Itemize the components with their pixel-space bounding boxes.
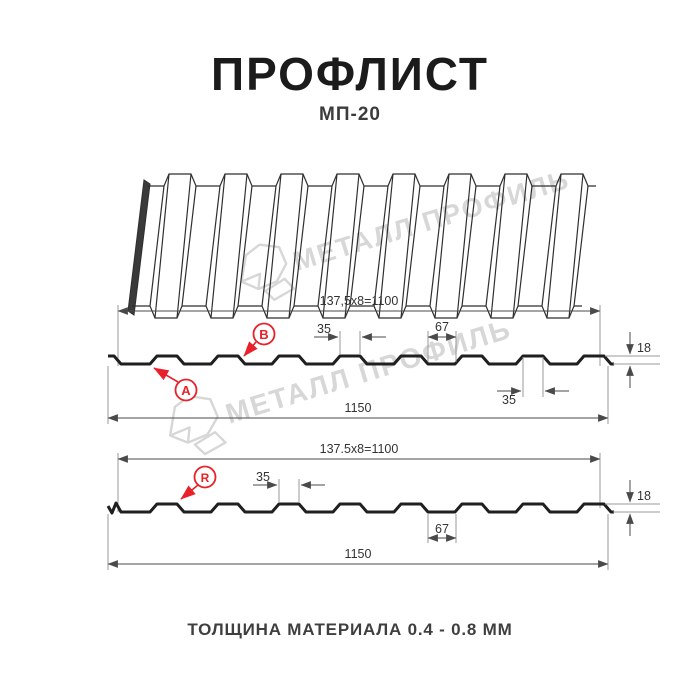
dim-rib-top-width-bottom: 35 [502,393,516,407]
page-title: ПРОФЛИСТ [211,48,489,100]
sheet-rib-ridges [149,173,589,319]
dim-valley-width: 67 [435,522,449,536]
sheet-far-edge [148,173,596,187]
dim-height: 18 [637,489,651,503]
dim-valley-width: 67 [435,320,449,334]
sheet-edge-cap [127,179,151,316]
label-side-r: R [201,471,210,485]
dim-height: 18 [637,341,651,355]
dim-rib-top-width: 35 [256,470,270,484]
brand-logo-icon [240,243,296,302]
label-side-b: B [259,327,268,342]
profile-line-bottom [106,501,614,515]
label-side-a: A [181,383,191,398]
callout-side-r: R [180,465,217,500]
profile-section-bottom: 137.5x8=1100 35 67 18 1150 [106,442,660,570]
dim-overall-width-bottom: 1150 [345,547,372,561]
page-subtitle: МП-20 [319,104,381,126]
profile-line-top [108,354,614,366]
dim-overall-width-top: 1150 [345,401,372,415]
header: ПРОФЛИСТ МП-20 [0,50,700,126]
profile-section-top: 137,5x8=1100 35 67 18 35 [107,294,660,424]
dim-pitch-bottom: 137.5x8=1100 [320,442,399,456]
callout-side-b: B [243,322,276,357]
watermark-3d-view: МЕТАЛЛ ПРОФИЛЬ [240,164,573,302]
brand-logo-icon [168,394,227,456]
callout-side-a: A [153,367,198,402]
material-thickness-note: ТОЛЩИНА МАТЕРИАЛА 0.4 - 0.8 ММ [187,620,513,639]
dim-rib-top-width: 35 [317,322,331,336]
dim-pitch-top: 137,5x8=1100 [320,294,399,308]
watermark-profile: МЕТАЛЛ ПРОФИЛЬ [168,313,515,456]
